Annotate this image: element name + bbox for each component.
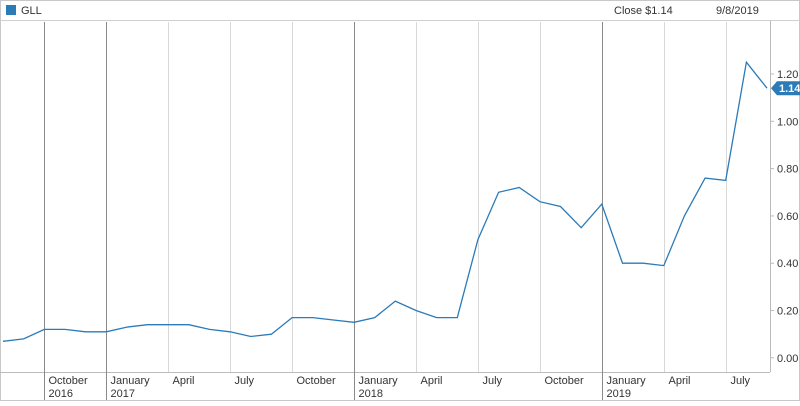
x-tick-label: April: [669, 375, 691, 387]
legend-swatch: [6, 5, 16, 15]
y-tick-label: 0.80: [777, 164, 798, 176]
x-tick-label-part: 2016: [49, 388, 73, 400]
x-tick-label: January 2017: [111, 375, 151, 400]
x-tick-label: January 2019: [607, 375, 647, 400]
x-tick-label-part: 2019: [607, 388, 631, 400]
x-tick-label: July: [483, 375, 503, 387]
x-tick-label-part: 2018: [359, 388, 383, 400]
y-tick-label: 1.00: [777, 116, 798, 128]
x-tick-label: January 2018: [359, 375, 399, 400]
y-tick-label: 0.00: [777, 353, 798, 365]
x-tick-label-part: July: [483, 375, 503, 387]
price-line: [2, 60, 768, 342]
x-tick-label-part: April: [421, 375, 443, 387]
x-tick-label-part: 2017: [111, 388, 135, 400]
close-label: Close $1.14: [614, 5, 673, 17]
x-tick-label: July: [731, 375, 751, 387]
y-tick-label: 0.20: [777, 306, 798, 318]
y-tick-label: 0.60: [777, 211, 798, 223]
last-value-callout: [771, 81, 800, 96]
y-tick-label: 0.40: [777, 258, 798, 270]
date-label: 9/8/2019: [716, 5, 759, 17]
x-tick-label-part: January: [359, 375, 399, 387]
x-tick-label: October: [545, 375, 584, 387]
x-tick-label: October: [297, 375, 336, 387]
x-tick-label-part: January: [111, 375, 151, 387]
x-tick-label-part: April: [173, 375, 195, 387]
x-tick-label: July: [235, 375, 255, 387]
x-tick-label-part: April: [669, 375, 691, 387]
x-tick-label-part: October: [297, 375, 336, 387]
x-tick-label-part: July: [731, 375, 751, 387]
x-tick-label-part: July: [235, 375, 255, 387]
last-value-label: 1.14: [779, 83, 800, 95]
x-tick-label: April: [421, 375, 443, 387]
grid: [44, 22, 727, 400]
x-tick-label: April: [173, 375, 195, 387]
legend-label: GLL: [21, 5, 42, 17]
x-tick-label-part: October: [545, 375, 584, 387]
x-tick-label: October 2016: [49, 375, 88, 400]
x-tick-label-part: January: [607, 375, 647, 387]
x-tick-label-part: October: [49, 375, 88, 387]
y-tick-label: 1.20: [777, 69, 798, 81]
